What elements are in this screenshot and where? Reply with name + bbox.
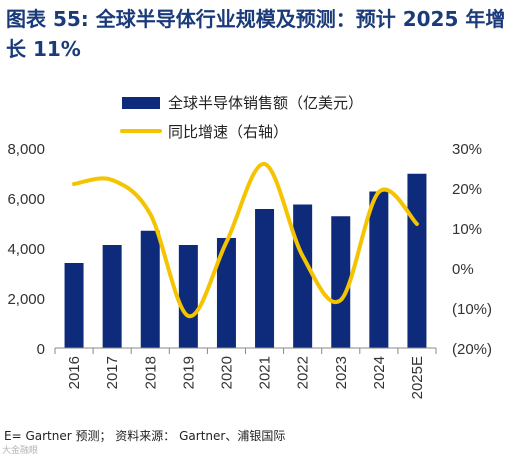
right-axis-tick-label: 30% — [452, 141, 482, 158]
right-axis-tick-label: (20%) — [452, 341, 492, 358]
left-axis-tick-label: 8,000 — [7, 141, 45, 158]
x-tick-label-2018: 2018 — [142, 356, 159, 389]
legend-label-growth: 同比增速（右轴） — [168, 123, 288, 141]
right-axis-tick-label: (10%) — [452, 301, 492, 318]
bar-2023 — [331, 216, 351, 348]
x-tick-label-2022: 2022 — [295, 356, 312, 389]
right-axis-tick-label: 20% — [452, 181, 482, 198]
growth-line — [72, 162, 419, 319]
bar-2017 — [102, 245, 122, 348]
bar-2021 — [255, 209, 275, 348]
bar-2019 — [178, 245, 198, 348]
x-tick-label-2020: 2020 — [218, 356, 235, 389]
left-axis: 0 2,000 4,000 6,000 8,000 — [7, 141, 45, 358]
figure-title-text: 全球半导体行业规模及预测：预计 2025 年增长 11% — [6, 7, 506, 61]
right-axis-tick-label: 0% — [452, 261, 474, 278]
figure-label: 图表 55: — [6, 7, 89, 31]
bar-2025E — [407, 173, 427, 348]
right-axis: (20%) (10%) 0% 10% 20% 30% — [452, 141, 492, 358]
x-tick-label-2023: 2023 — [333, 356, 350, 389]
growth-line-series — [72, 162, 419, 319]
bar-2022 — [293, 204, 313, 348]
x-tick-label-2021: 2021 — [257, 356, 274, 389]
x-tick-label-2016: 2016 — [66, 356, 83, 389]
figure-title: 图表 55: 全球半导体行业规模及预测：预计 2025 年增长 11% — [6, 4, 518, 64]
x-tick-label-2019: 2019 — [180, 356, 197, 389]
right-axis-tick-label: 10% — [452, 221, 482, 238]
watermark: 大金融眼 — [2, 446, 39, 456]
left-axis-tick-label: 2,000 — [7, 291, 45, 308]
x-axis: 2016 2017 2018 2019 2020 2021 2022 2023 2024 2025… — [54, 347, 437, 399]
chart: 全球半导体销售额（亿美元） 同比增速（右轴） 0 2,000 4,000 6,000 8,… — [7, 94, 492, 399]
bar-2018 — [140, 230, 160, 348]
x-tick-label-2024: 2024 — [371, 356, 388, 389]
legend-swatch-bar — [122, 97, 160, 109]
legend: 全球半导体销售额（亿美元） 同比增速（右轴） — [120, 94, 363, 141]
source-note: E= Gartner 预测； 资料来源： Gartner、浦银国际 — [4, 429, 286, 443]
left-axis-tick-label: 6,000 — [7, 191, 45, 208]
left-axis-tick-label: 4,000 — [7, 241, 45, 258]
x-tick-label-2017: 2017 — [104, 356, 121, 389]
bar-2020 — [216, 238, 236, 348]
bar-2024 — [369, 191, 389, 348]
bar-2016 — [64, 263, 84, 348]
left-axis-tick-label: 0 — [37, 341, 45, 358]
legend-label-sales: 全球半导体销售额（亿美元） — [168, 94, 363, 112]
x-tick-label-2025E: 2025E — [409, 356, 426, 399]
